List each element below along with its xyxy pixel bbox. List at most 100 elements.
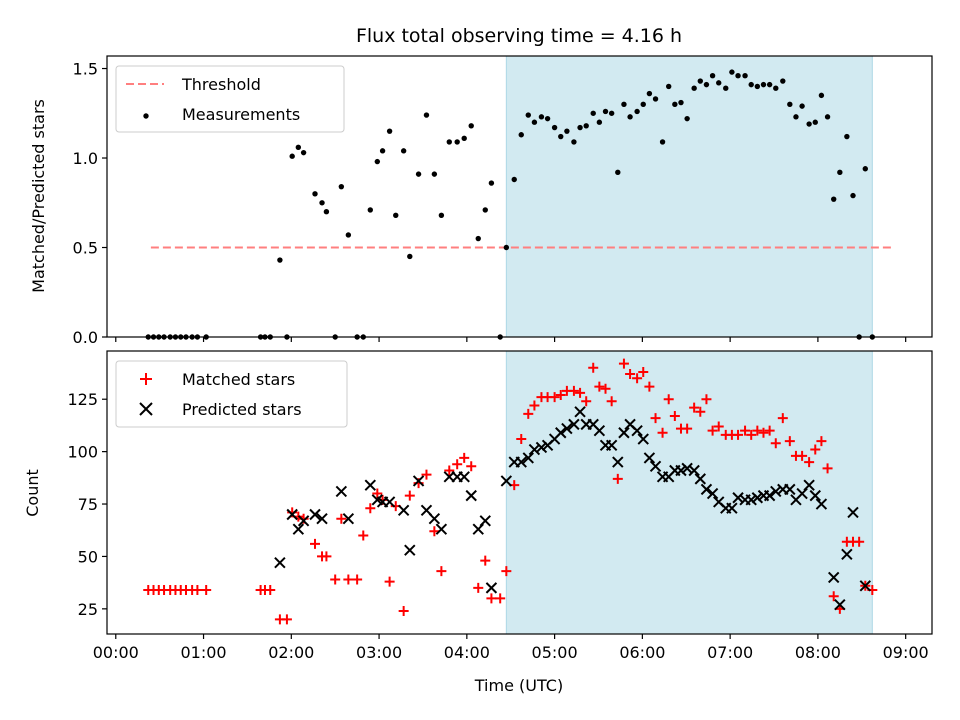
x-tick-label: 09:00: [883, 643, 929, 662]
measurements-point: [544, 115, 551, 122]
x-tick-label: 02:00: [268, 643, 314, 662]
legend-label: Predicted stars: [182, 400, 302, 419]
measurements-point: [793, 114, 799, 120]
predicted-stars-point: [763, 489, 776, 502]
matched-stars-point: [358, 530, 369, 541]
matched-stars-point: [746, 429, 757, 440]
matched-stars-point: [343, 574, 354, 585]
matched-stars-point: [265, 584, 276, 595]
predicted-stars-point: [593, 424, 606, 437]
matched-stars-point: [466, 461, 477, 472]
matched-stars-point: [784, 436, 795, 447]
predicted-stars-point: [859, 580, 872, 592]
predicted-stars-point: [515, 456, 527, 468]
predicted-stars-point: [342, 512, 355, 525]
predicted-stars-point: [292, 523, 305, 535]
measurements-point: [488, 180, 495, 186]
matched-stars-point: [321, 551, 332, 562]
matched-stars-point: [733, 429, 744, 440]
predicted-stars-point: [770, 485, 782, 498]
matched-stars-point: [473, 582, 484, 593]
predicted-stars-point: [561, 422, 573, 435]
y-tick-label: 50: [78, 547, 98, 566]
measurements-point: [729, 69, 735, 75]
measurements-point: [596, 119, 603, 125]
matched-stars-point: [436, 566, 447, 577]
predicted-stars-point: [815, 498, 828, 510]
measurements-point: [850, 192, 856, 199]
measurements-point: [723, 85, 729, 91]
measurements-point: [525, 112, 531, 118]
predicted-stars-point: [631, 424, 643, 437]
measurements-point: [312, 191, 318, 197]
measurements-point: [703, 81, 710, 88]
matched-stars-point: [713, 421, 724, 432]
matched-stars-point: [804, 457, 815, 468]
measurements-point: [659, 139, 666, 145]
top-ylabel: Matched/Predicted stars: [29, 99, 48, 293]
predicted-stars-point: [612, 456, 624, 468]
matched-stars-point: [398, 605, 409, 616]
legend-swatch-matched: [140, 373, 152, 385]
measurements-point: [511, 176, 517, 183]
matched-stars-point: [459, 452, 470, 463]
measurements-point: [289, 153, 295, 159]
measurements-point: [766, 81, 773, 88]
measurements-point: [438, 212, 445, 218]
measurements-point: [748, 81, 754, 88]
matched-stars-point: [701, 394, 712, 405]
predicted-stars-point: [458, 471, 470, 483]
predicted-stars-point: [574, 406, 586, 418]
predicted-stars-point: [675, 464, 687, 477]
measurements-point: [640, 101, 646, 108]
predicted-stars-point: [847, 506, 859, 519]
measurements-point: [812, 119, 818, 125]
measurements-point: [716, 80, 722, 86]
predicted-stars-point: [751, 492, 764, 504]
predicted-stars-point: [522, 452, 534, 464]
matched-stars-point: [549, 392, 560, 403]
matched-stars-point: [625, 369, 636, 380]
predicted-stars-point: [383, 496, 396, 508]
measurements-point: [468, 123, 474, 129]
matched-stars-point: [365, 503, 376, 514]
predicted-stars-point: [465, 489, 477, 502]
measurements-point: [691, 85, 697, 91]
matched-stars-point: [575, 387, 586, 398]
predicted-stars-point: [535, 441, 548, 454]
x-tick-label: 07:00: [707, 643, 753, 662]
predicted-stars-point: [745, 494, 757, 506]
matched-stars-point: [480, 555, 491, 566]
predicted-stars-point: [649, 460, 662, 473]
measurements-point: [652, 96, 659, 102]
measurements-point: [773, 85, 779, 91]
y-tick-label: 125: [67, 390, 98, 409]
measurements-point: [503, 244, 510, 251]
matched-stars-point: [352, 574, 363, 585]
y-tick-label: 75: [78, 495, 98, 514]
measurements-point: [454, 139, 460, 145]
matched-stars-point: [650, 413, 661, 424]
matched-stars-point: [810, 444, 821, 455]
predicted-stars-point: [706, 487, 719, 500]
measurements-point: [590, 110, 596, 116]
matched-stars-point: [330, 574, 341, 585]
predicted-stars-point: [803, 479, 815, 491]
measurements-point: [760, 81, 767, 88]
matched-stars-point: [281, 614, 292, 625]
matched-stars-point: [444, 465, 455, 476]
matched-stars-point: [707, 425, 718, 436]
measurements-point: [300, 149, 307, 156]
measurements-point: [379, 148, 386, 154]
x-tick-label: 08:00: [795, 643, 841, 662]
measurements-point: [672, 101, 678, 108]
axes-frame: [106, 55, 933, 338]
matched-stars-point: [336, 513, 347, 524]
legend-box: [115, 65, 345, 133]
measurements-point: [415, 171, 422, 177]
top-panel: 0.0 0.5 1.0 1.5 Threshold Measurements Match…: [29, 55, 933, 347]
chart-title: Flux total observing time = 4.16 h: [356, 25, 682, 47]
matched-stars-point: [384, 576, 395, 587]
bottom-xlabel: Time (UTC): [474, 676, 563, 695]
measurements-point: [386, 128, 393, 134]
